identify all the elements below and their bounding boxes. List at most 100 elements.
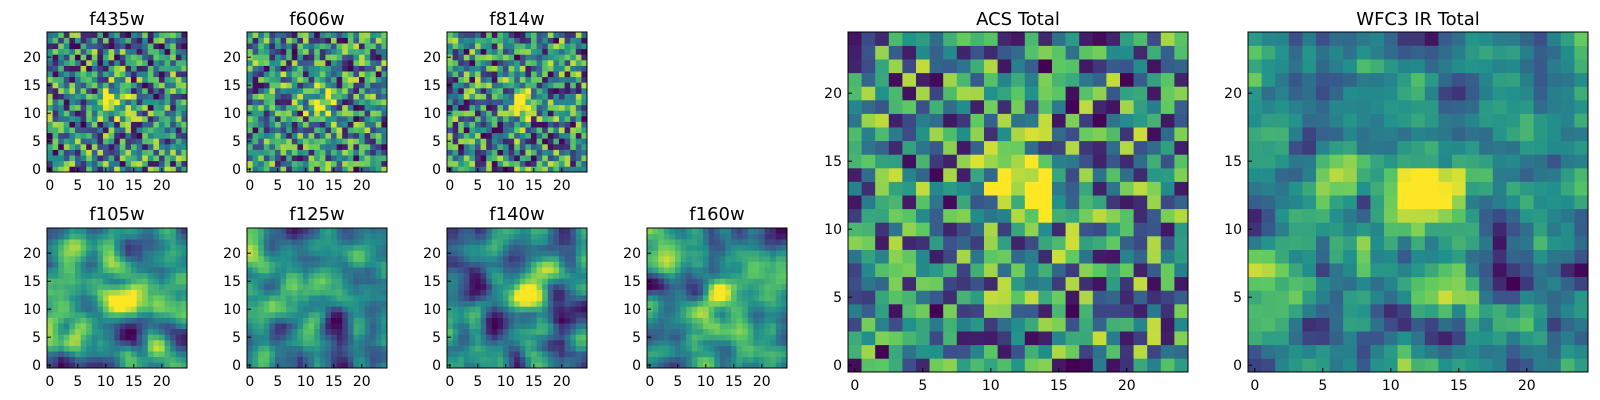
heatmap-cell	[463, 261, 470, 268]
heatmap-cell	[103, 104, 109, 111]
heatmap-cell	[181, 82, 188, 89]
heatmap-cell	[370, 138, 377, 145]
heatmap-cell	[159, 278, 165, 285]
heatmap-cell	[503, 317, 509, 324]
heatmap-cell	[275, 138, 281, 145]
heatmap-cell	[1147, 222, 1162, 237]
heatmap-cell	[80, 104, 87, 111]
heatmap-cell	[553, 323, 560, 330]
heatmap-cell	[75, 340, 81, 346]
heatmap-cell	[131, 60, 137, 66]
heatmap-cell	[297, 250, 304, 257]
heatmap-cell	[103, 295, 109, 302]
heatmap-cell	[775, 284, 782, 290]
heatmap-cell	[147, 256, 154, 262]
heatmap-cell	[131, 65, 137, 72]
heatmap-cell	[514, 312, 521, 318]
heatmap-cell	[252, 160, 259, 167]
heatmap-cell	[497, 362, 504, 369]
heatmap-cell	[564, 149, 571, 156]
heatmap-cell	[547, 54, 554, 61]
heatmap-cell	[147, 306, 154, 313]
heatmap-cell	[447, 239, 453, 246]
heatmap-cell	[47, 244, 53, 251]
heatmap-cell	[725, 289, 732, 296]
heatmap-cell	[458, 32, 465, 38]
heatmap-cell	[336, 93, 343, 100]
heatmap-cell	[336, 300, 343, 307]
heatmap-cell	[181, 166, 188, 173]
heatmap-cell	[508, 110, 515, 117]
heatmap-cell	[247, 272, 253, 279]
heatmap-cell	[108, 340, 115, 346]
heatmap-cell	[303, 328, 309, 335]
heatmap-cell	[269, 32, 276, 38]
heatmap-cell	[1065, 208, 1080, 223]
heatmap-cell	[764, 239, 771, 246]
heatmap-cell	[275, 71, 281, 78]
heatmap-cell	[97, 306, 104, 313]
heatmap-cell	[658, 284, 665, 290]
heatmap-cell	[136, 250, 143, 257]
heatmap-cell	[447, 233, 453, 240]
heatmap-cell	[916, 344, 930, 359]
heatmap-cell	[297, 306, 304, 313]
heatmap-cell	[136, 127, 143, 134]
heatmap-cell	[175, 284, 182, 290]
heatmap-cell	[736, 272, 743, 279]
y-tick-label: 20	[223, 50, 241, 66]
heatmap-cell	[247, 228, 253, 234]
heatmap-cell	[970, 263, 985, 278]
heatmap-cell	[553, 149, 560, 156]
heatmap-cell	[503, 284, 509, 290]
heatmap-cell	[370, 132, 377, 139]
heatmap-cell	[553, 48, 560, 55]
heatmap-cell	[52, 138, 59, 145]
heatmap-cell	[725, 328, 732, 335]
heatmap-cell	[291, 48, 298, 55]
heatmap-cell	[75, 261, 81, 268]
heatmap-cell	[280, 88, 287, 94]
heatmap-cell	[170, 127, 177, 134]
heatmap-cell	[164, 244, 171, 251]
heatmap-cell	[663, 323, 670, 330]
heatmap-cell	[475, 71, 481, 78]
heatmap-cell	[280, 340, 287, 346]
heatmap-cell	[80, 82, 87, 89]
heatmap-cell	[736, 228, 743, 234]
heatmap-cell	[136, 76, 143, 83]
heatmap-cell	[164, 345, 171, 352]
heatmap-cell	[742, 239, 749, 246]
heatmap-cell	[47, 32, 53, 38]
heatmap-cell	[697, 306, 704, 313]
heatmap-cell	[108, 312, 115, 318]
heatmap-cell	[575, 65, 582, 72]
heatmap-cell	[353, 32, 360, 38]
heatmap-cell	[114, 295, 121, 302]
heatmap-cell	[125, 312, 132, 318]
heatmap-cell	[170, 121, 177, 128]
heatmap-cell	[452, 244, 459, 251]
heatmap-cell	[581, 132, 588, 139]
heatmap-cell	[753, 312, 760, 318]
heatmap-cell	[486, 99, 493, 106]
heatmap-cell	[475, 312, 481, 318]
heatmap-cell	[147, 88, 154, 94]
heatmap-cell	[63, 289, 70, 296]
heatmap-cell	[559, 228, 565, 234]
heatmap-cell	[581, 250, 588, 257]
heatmap-cell	[319, 160, 326, 167]
heatmap-cell	[263, 104, 270, 111]
heatmap-cell	[570, 65, 577, 72]
heatmap-cell	[452, 144, 459, 150]
heatmap-cell	[519, 328, 526, 335]
heatmap-cell	[314, 71, 321, 78]
heatmap-cell	[86, 88, 93, 94]
heatmap-cell	[286, 306, 293, 313]
heatmap-cell	[997, 195, 1012, 210]
heatmap-cell	[486, 71, 493, 78]
heatmap-cell	[114, 228, 121, 234]
heatmap-cell	[781, 334, 788, 341]
heatmap-cell	[58, 144, 65, 150]
heatmap-cell	[1174, 168, 1189, 182]
